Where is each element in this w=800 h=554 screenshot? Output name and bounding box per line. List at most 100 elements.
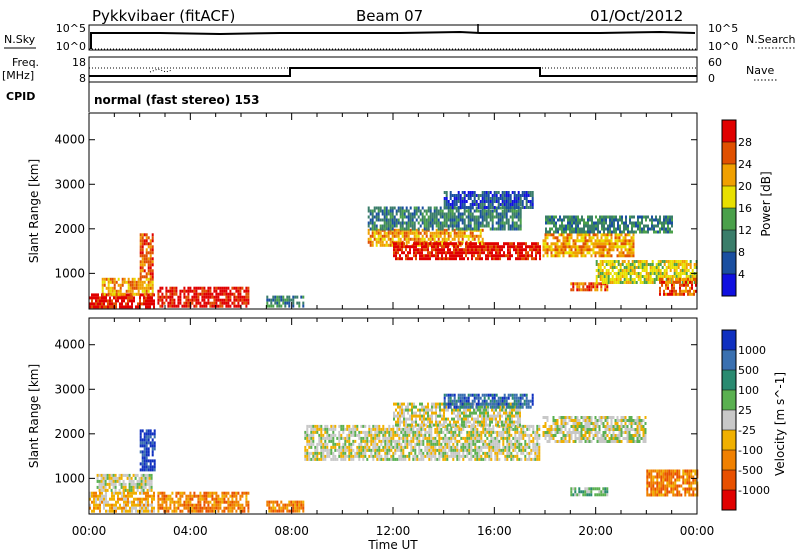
power-cell [649, 227, 651, 231]
power-cell [115, 280, 118, 284]
power-cell [507, 221, 510, 225]
velocity-cell [432, 436, 435, 440]
power-cell [95, 296, 97, 300]
power-cell [592, 285, 595, 289]
power-cell [389, 240, 392, 244]
velocity-cell [362, 424, 365, 428]
velocity-cell [470, 445, 473, 449]
power-cell [632, 254, 635, 258]
power-cell [675, 277, 677, 281]
power-cell [383, 237, 386, 241]
power-cell [145, 289, 148, 293]
power-cell [469, 251, 471, 255]
power-cell [463, 209, 466, 213]
velocity-cell [514, 442, 517, 446]
power-cell [427, 218, 430, 222]
power-cell [663, 292, 665, 296]
power-cell [665, 283, 667, 287]
power-cell [623, 224, 625, 228]
velocity-cell [446, 445, 449, 449]
velocity-cell [524, 457, 527, 461]
velocity-cell [151, 509, 153, 513]
power-cell [447, 227, 450, 231]
power-cell [675, 275, 678, 278]
velocity-cell [105, 509, 107, 513]
power-cell [457, 248, 459, 252]
power-cell [595, 281, 598, 284]
power-cell [565, 227, 567, 231]
power-cell [687, 269, 690, 272]
velocity-cell [193, 503, 196, 507]
power-cell [632, 239, 635, 243]
power-cell [447, 218, 450, 222]
velocity-region-5 [304, 424, 541, 461]
velocity-cell [109, 506, 111, 510]
velocity-cell [138, 476, 141, 480]
power-cell [147, 293, 149, 297]
velocity-cell [322, 451, 325, 455]
power-cell [133, 296, 135, 300]
velocity-cell [432, 454, 435, 458]
power-cell [145, 257, 148, 261]
power-cell [393, 231, 396, 235]
power-cell [539, 245, 541, 249]
velocity-cell [444, 457, 447, 461]
power-cell [101, 289, 104, 293]
power-cell [600, 248, 603, 252]
velocity-cell [438, 442, 441, 446]
velocity-cell [370, 442, 373, 446]
power-cell [651, 218, 653, 222]
velocity-cell [122, 482, 125, 486]
power-cell [149, 269, 152, 273]
power-cell [189, 298, 192, 302]
power-cell [637, 272, 640, 275]
power-cell [429, 206, 432, 210]
power-cell [119, 296, 121, 300]
power-cell [415, 257, 417, 261]
power-cell [266, 301, 269, 305]
velocity-cell [510, 451, 513, 455]
power-cell [612, 248, 615, 252]
power-cell [367, 237, 370, 241]
velocity-cell [411, 405, 413, 409]
power-cell [667, 292, 669, 296]
velocity-cell [140, 485, 143, 489]
power-cell [393, 245, 395, 249]
power-cell [469, 227, 472, 231]
velocity-cell [390, 454, 393, 458]
power-cell [137, 289, 140, 293]
velocity-cell [151, 494, 153, 498]
velocity-cell [362, 430, 365, 434]
velocity-cell [524, 442, 527, 446]
power-cell [149, 292, 152, 296]
power-cell [515, 227, 518, 231]
power-cell [603, 218, 605, 222]
power-cell [631, 230, 633, 234]
velocity-cell [145, 509, 147, 513]
power-cell [619, 227, 621, 231]
power-cell [453, 245, 455, 249]
velocity-cell [446, 427, 449, 431]
velocity-cell [428, 439, 431, 443]
power-cell [483, 194, 486, 197]
power-cell [564, 242, 567, 246]
power-cell [387, 221, 390, 225]
velocity-cell [111, 497, 113, 501]
power-cell [588, 233, 591, 237]
velocity-cell [409, 417, 411, 421]
velocity-cell [145, 450, 148, 454]
velocity-cell [111, 491, 113, 495]
power-cell [439, 242, 441, 246]
velocity-cell [163, 494, 166, 498]
power-cell [433, 231, 436, 235]
power-cell [555, 230, 557, 234]
power-cell [481, 206, 484, 209]
power-cell [441, 224, 444, 228]
velocity-cell [401, 405, 403, 409]
power-cell [546, 245, 549, 249]
power-cell [447, 234, 450, 238]
power-cell [119, 283, 122, 287]
power-cell [465, 215, 468, 219]
velocity-cell [272, 500, 275, 504]
power-cell [584, 239, 587, 243]
